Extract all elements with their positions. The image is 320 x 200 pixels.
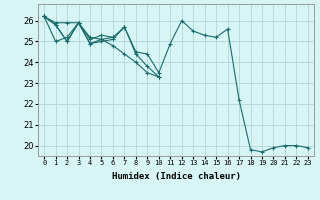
X-axis label: Humidex (Indice chaleur): Humidex (Indice chaleur) <box>111 172 241 181</box>
